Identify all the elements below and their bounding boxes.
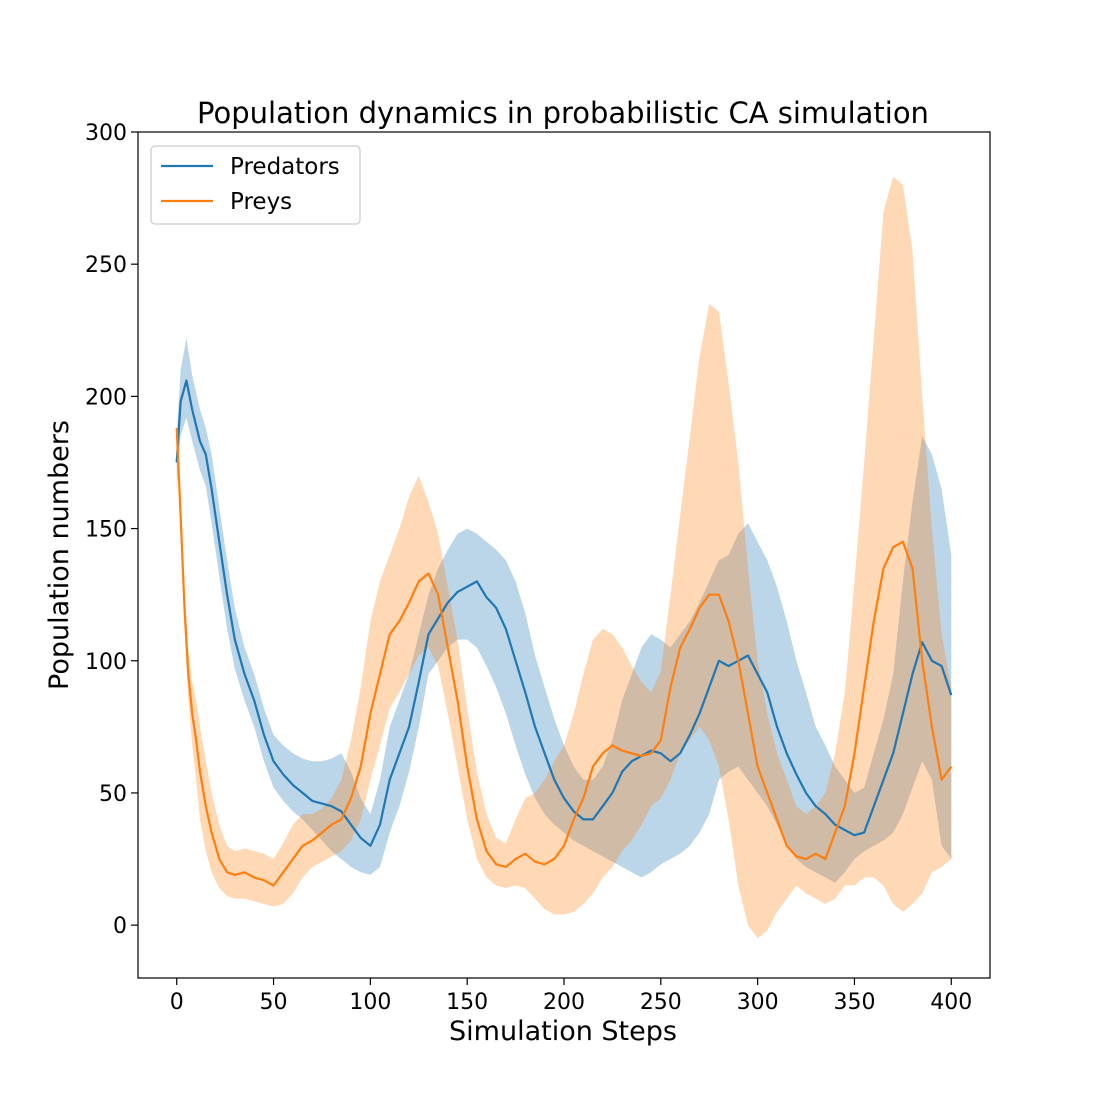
y-tick-label: 0 [113,914,127,939]
series-lines [175,379,953,887]
x-tick-label: 350 [833,990,875,1015]
y-axis: 0 50 100 150 200 250 300 [85,121,138,939]
band-predators [176,338,952,883]
plot-area [137,131,991,979]
y-tick-label: 250 [85,253,127,278]
line-preys [175,428,953,887]
y-tick-label: 300 [85,121,127,146]
y-axis-label: Population numbers [44,420,75,690]
line-predators [175,379,953,847]
y-tick-label: 200 [85,385,127,410]
x-tick-label: 200 [543,990,585,1015]
confidence-bands [176,176,952,939]
legend: Predators Preys [150,145,361,225]
x-tick-label: 150 [446,990,488,1015]
x-axis-label: Simulation Steps [449,1016,677,1047]
y-tick-label: 150 [85,518,127,543]
x-tick-label: 250 [640,990,682,1015]
chart-title: Population dynamics in probabilistic CA … [197,96,929,130]
y-tick-label: 100 [85,650,127,675]
x-tick-label: 400 [930,990,972,1015]
band-preys [176,176,952,939]
x-tick-label: 300 [737,990,779,1015]
x-axis: 0 50 100 150 200 250 300 350 400 [170,978,972,1015]
legend-label-preys: Preys [230,189,292,215]
x-tick-label: 50 [260,990,288,1015]
y-tick-label: 50 [99,782,127,807]
legend-label-predators: Predators [230,154,340,180]
x-tick-label: 0 [170,990,184,1015]
x-tick-label: 100 [349,990,391,1015]
